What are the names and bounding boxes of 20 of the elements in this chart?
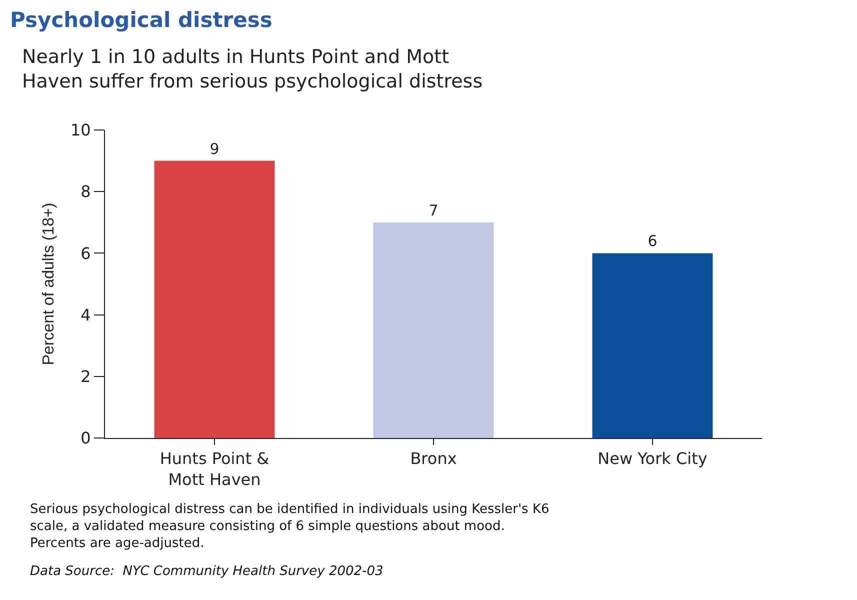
y-tick-label: 0 [80,428,91,448]
y-tick-label: 6 [80,244,91,263]
data-label: 9 [210,140,220,158]
y-tick-label: 8 [80,182,91,202]
x-tick-label: Bronx [410,449,457,468]
data-label: 6 [648,232,658,250]
x-tick-label: New York City [598,449,708,468]
y-tick-label: 4 [80,305,91,324]
bar [592,253,713,438]
y-tick-label: 2 [80,367,91,386]
y-tick-label: 10 [70,120,91,140]
data-label: 7 [428,201,438,220]
source-note: Data Source: NYC Community Health Survey 2002-03 [30,564,384,579]
bar [154,160,275,438]
text: Serious psychological distress can be identified in individuals using Kessler's K6 scale, a validated measure consisting of 6 simple questions about mood. Percents are age-adjusted. [30,502,550,551]
chart-subtitle: Nearly 1 in 10 adults in Hunts Point and Mott Haven suffer from serious psychological distress [22,46,483,93]
y-axis-title: Percent of adults (18+) [40,202,58,366]
x-tick-label: Hunts Point & Mott Haven [160,449,270,489]
bar [373,222,494,438]
chart-title: Psychological distress [10,8,272,32]
